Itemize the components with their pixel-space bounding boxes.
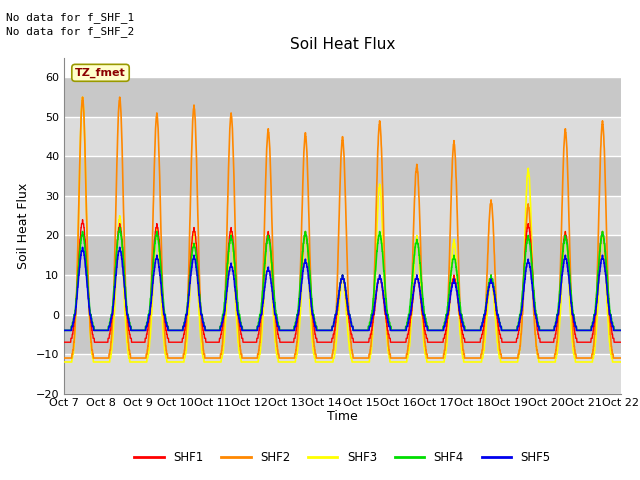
Y-axis label: Soil Heat Flux: Soil Heat Flux (17, 182, 30, 269)
X-axis label: Time: Time (327, 410, 358, 423)
Text: No data for f_SHF_1: No data for f_SHF_1 (6, 12, 134, 23)
Bar (64, 314, 621, 354)
Bar (64, 275, 621, 314)
Bar (64, 77, 621, 117)
Title: Soil Heat Flux: Soil Heat Flux (290, 37, 395, 52)
Legend: SHF1, SHF2, SHF3, SHF4, SHF5: SHF1, SHF2, SHF3, SHF4, SHF5 (129, 446, 556, 469)
Bar (64, 117, 621, 156)
Text: TZ_fmet: TZ_fmet (75, 68, 126, 78)
Bar (64, 354, 621, 394)
Bar (64, 236, 621, 275)
Text: No data for f_SHF_2: No data for f_SHF_2 (6, 26, 134, 37)
Bar (64, 156, 621, 196)
Bar (64, 196, 621, 236)
